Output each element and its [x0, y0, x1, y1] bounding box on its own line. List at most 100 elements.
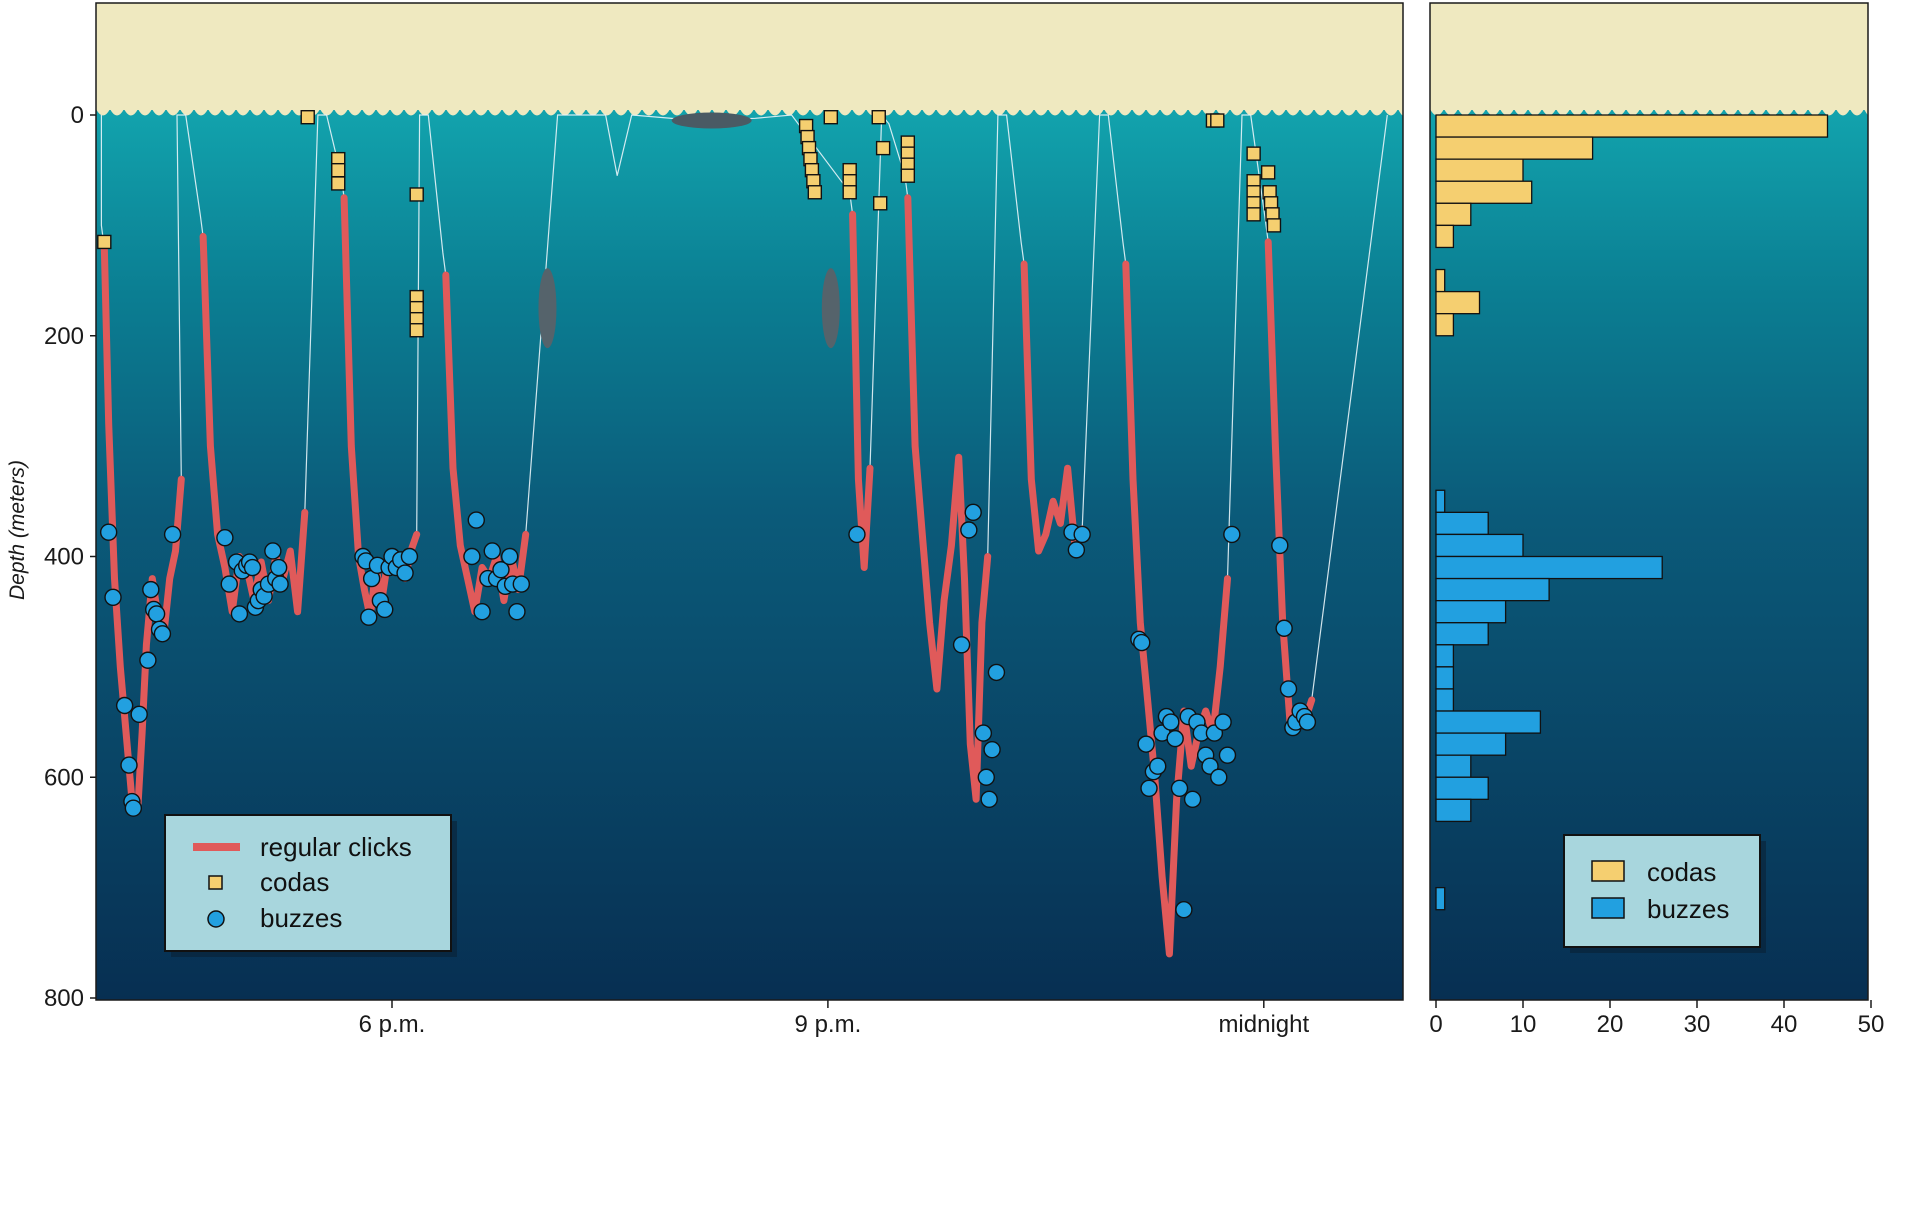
legend-swatch-buzzes: [207, 910, 225, 928]
y-tick-label: 0: [71, 102, 84, 129]
coda-marker: [842, 185, 857, 200]
buzz-marker: [960, 521, 978, 539]
main-legend: regular clicks codas buzzes: [164, 814, 457, 957]
legend-label-codas: codas: [260, 867, 329, 897]
buzz-marker: [220, 575, 238, 593]
regular-clicks-line: [904, 194, 992, 803]
buzz-marker: [1275, 619, 1293, 637]
main-y-axis: 0 200 400 600 800: [44, 102, 1866, 1012]
hist-bar-codas: [1435, 202, 1472, 227]
coda-marker: [871, 110, 886, 125]
buzz-marker: [1140, 779, 1158, 797]
hist-bar-codas: [1435, 290, 1481, 315]
buzz-marker: [99, 523, 118, 541]
coda-marker: [1260, 165, 1276, 180]
buzz-marker: [987, 663, 1006, 682]
buzz-marker: [1133, 633, 1151, 652]
hist-bar-buzzes: [1435, 754, 1472, 778]
hist-sea-surface-waves: [1430, 3, 1868, 116]
buzz-marker: [983, 740, 1001, 759]
buzz-marker: [396, 564, 414, 582]
hist-legend-label-buzzes: buzzes: [1647, 894, 1729, 924]
histogram-bars: [1435, 114, 1829, 911]
hist-bar-codas: [1435, 313, 1455, 337]
coda-marker: [1266, 218, 1282, 233]
hist-bar-codas: [1435, 268, 1446, 293]
y-axis-label: Depth (meters): [6, 460, 29, 600]
histogram-panel: 0 10 20 30 40 50 codas buzzes: [1429, 2, 1884, 1038]
coda-marker: [409, 187, 424, 202]
buzz-marker: [1149, 757, 1167, 775]
hist-bar-buzzes: [1435, 489, 1446, 513]
buzz-marker: [980, 790, 998, 809]
coda-marker: [1246, 207, 1261, 222]
buzz-marker: [492, 561, 510, 579]
buzz-marker: [104, 588, 122, 607]
buzz-marker: [1271, 536, 1289, 555]
buzzes-series: [99, 503, 1317, 919]
buzz-marker: [974, 724, 993, 742]
hist-x-axis: 0 10 20 30 40 50: [1429, 1000, 1884, 1038]
coda-marker: [97, 234, 112, 250]
buzz-marker: [269, 558, 288, 577]
hist-x-tick-label: 50: [1858, 1011, 1885, 1038]
coda-marker: [875, 140, 891, 156]
buzz-marker: [142, 580, 160, 599]
buzz-marker: [360, 608, 378, 626]
hist-bar-buzzes: [1435, 666, 1455, 690]
coda-marker: [873, 196, 888, 211]
coda-marker: [331, 176, 346, 191]
hist-bar-buzzes: [1435, 533, 1524, 558]
hist-bar-buzzes: [1435, 555, 1663, 580]
buzz-marker: [1214, 713, 1232, 731]
hist-bar-codas: [1435, 114, 1829, 138]
sea-surface-waves: [96, 3, 1403, 116]
coda-marker: [823, 110, 839, 125]
buzz-marker: [130, 705, 148, 724]
hist-bar-buzzes: [1435, 732, 1507, 756]
coda-marker: [409, 323, 424, 338]
buzz-marker: [1067, 541, 1086, 559]
x-tick-label: 9 p.m.: [795, 1011, 862, 1038]
buzz-marker: [508, 602, 526, 621]
hist-legend-swatch-codas: [1591, 860, 1625, 882]
buzz-marker: [271, 575, 289, 593]
buzz-marker: [483, 542, 501, 560]
legend-label-buzzes: buzzes: [260, 903, 342, 933]
buzz-marker: [230, 605, 249, 623]
coda-marker: [300, 110, 315, 125]
hist-x-tick-label: 30: [1684, 1011, 1711, 1038]
y-tick-label: 600: [44, 764, 84, 791]
whale-illustrations: [538, 112, 840, 349]
x-tick-label: 6 p.m.: [359, 1011, 426, 1038]
regular-clicks-line: [849, 210, 874, 571]
hist-bar-codas: [1435, 158, 1524, 182]
coda-marker: [331, 162, 346, 178]
buzz-marker: [163, 525, 182, 544]
hist-bar-buzzes: [1435, 798, 1472, 823]
hist-x-tick-label: 10: [1510, 1011, 1537, 1038]
whale-diving-icon: [821, 268, 840, 349]
legend-label-regular-clicks: regular clicks: [260, 832, 412, 862]
hist-legend-box: [1563, 834, 1761, 948]
buzz-marker: [977, 768, 995, 786]
buzz-marker: [1170, 779, 1189, 797]
buzz-marker: [124, 799, 143, 817]
x-tick-label: midnight: [1218, 1011, 1309, 1038]
buzz-marker: [848, 525, 866, 544]
main-plot-frame: [95, 2, 1404, 1001]
buzz-marker: [964, 503, 982, 522]
hist-bar-buzzes: [1435, 776, 1489, 800]
buzz-marker: [243, 558, 262, 577]
buzz-marker: [1137, 735, 1155, 753]
whale-descending-icon: [538, 268, 557, 349]
histogram-legend: codas buzzes: [1563, 834, 1766, 953]
buzz-marker: [264, 542, 282, 560]
buzz-marker: [1298, 713, 1317, 731]
hist-bar-buzzes: [1435, 710, 1542, 734]
hist-x-tick-label: 40: [1771, 1011, 1798, 1038]
hist-bar-codas: [1435, 224, 1455, 249]
